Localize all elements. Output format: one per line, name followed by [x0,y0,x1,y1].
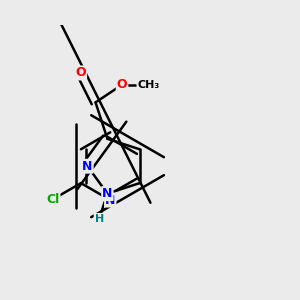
Text: N: N [82,160,93,173]
Text: N: N [102,187,112,200]
Text: H: H [94,214,104,224]
Text: CH₃: CH₃ [137,80,160,90]
Text: O: O [117,78,128,91]
Text: Cl: Cl [46,193,59,206]
Text: O: O [76,67,86,80]
Text: N: N [105,194,116,207]
